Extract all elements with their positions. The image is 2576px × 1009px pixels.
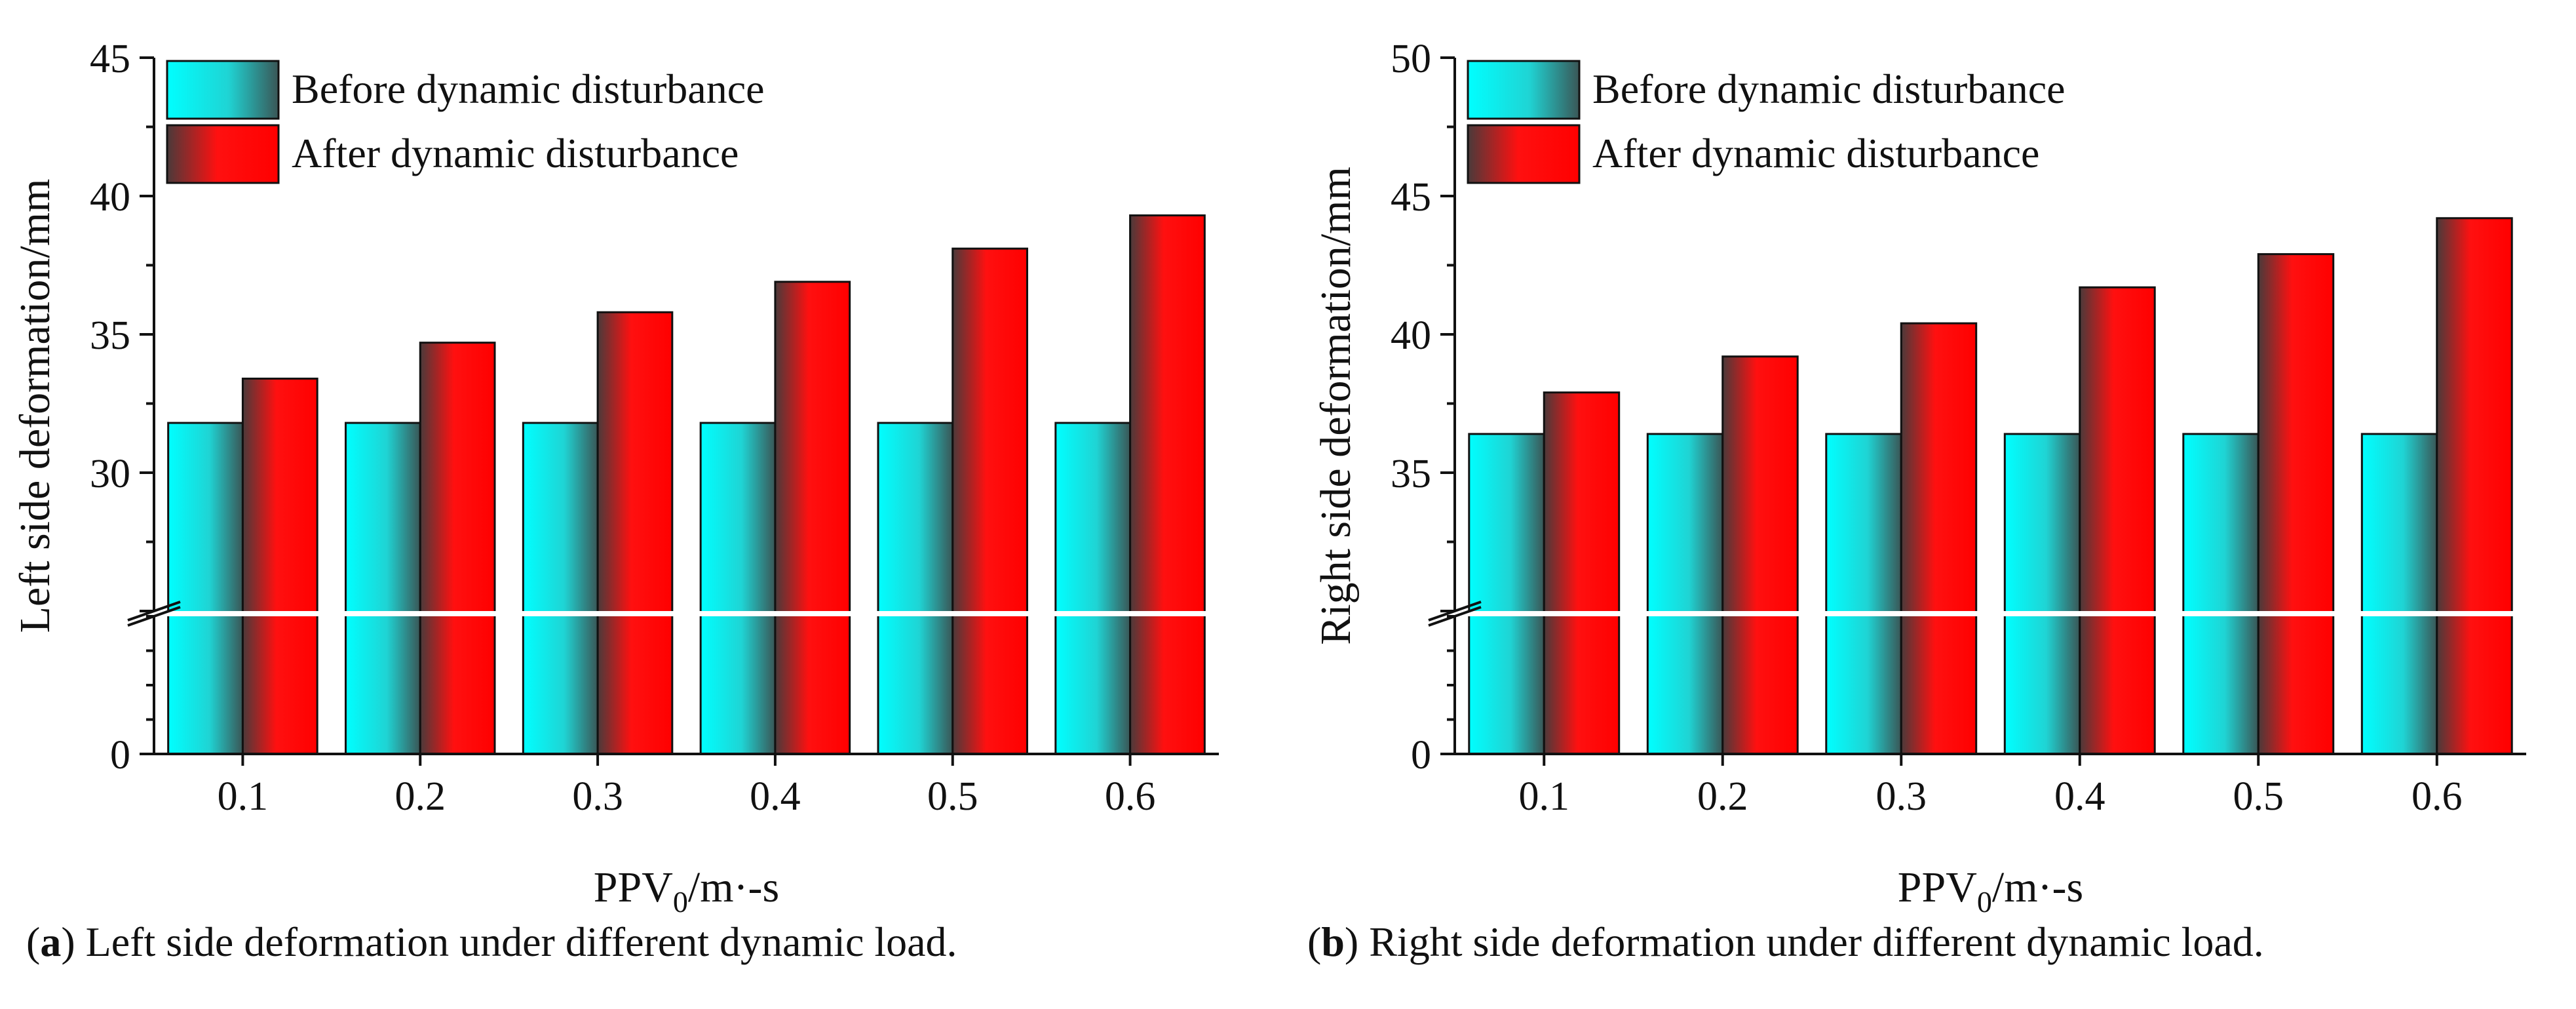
y-tick-label-45: 45 (90, 37, 130, 81)
bar-before-0.2 (1646, 433, 1724, 755)
x-axis-label: PPV0/m·-s (594, 863, 779, 919)
bar-after-0.6 (1129, 214, 1206, 755)
y-tick-label-45: 45 (1391, 175, 1431, 220)
x-axis-label: PPV0/m·-s (1898, 863, 2083, 919)
legend-swatch-after (166, 124, 280, 184)
x-axis-label-sub: 0 (1977, 885, 1992, 919)
bar-before-0.6 (2360, 433, 2438, 755)
bar-before-0.3 (522, 422, 599, 755)
y-tick-label-zero: 0 (110, 733, 130, 778)
legend-label-before: Before dynamic disturbance (1592, 66, 2066, 112)
x-tick-label-0.3: 0.3 (1876, 774, 1927, 819)
bar-before-0.4 (699, 422, 777, 755)
x-tick-label-0.2: 0.2 (1697, 774, 1748, 819)
x-tick-label-0.2: 0.2 (395, 774, 446, 819)
caption-a-label: a (40, 919, 62, 965)
bar-before-0.3 (1825, 433, 1902, 755)
bar-after-0.3 (1900, 322, 1978, 755)
y-tick-label-40: 40 (90, 175, 130, 220)
x-tick-label-0.1: 0.1 (218, 774, 269, 819)
x-axis-label-main: PPV (594, 863, 673, 911)
legend-label-after: After dynamic disturbance (292, 130, 739, 176)
x-axis-label-rest: /m·-s (1992, 863, 2083, 911)
y-tick-label-zero: 0 (1411, 733, 1431, 778)
legend-swatch-after (1467, 124, 1581, 184)
bar-after-0.2 (1721, 355, 1799, 755)
x-tick-label-0.6: 0.6 (2412, 774, 2463, 819)
caption-b-label: b (1321, 919, 1345, 965)
bar-before-0.5 (2182, 433, 2259, 755)
x-tick-label-0.4: 0.4 (2054, 774, 2105, 819)
y-tick-label-40: 40 (1391, 313, 1431, 358)
y-axis-label: Left side deformation/mm (11, 179, 59, 633)
x-tick-label-0.4: 0.4 (750, 774, 801, 819)
legend-swatch-before (166, 60, 280, 120)
bar-after-0.6 (2436, 217, 2513, 755)
x-tick-label-0.5: 0.5 (2233, 774, 2284, 819)
bar-before-0.1 (167, 422, 244, 755)
x-tick-label-0.5: 0.5 (927, 774, 978, 819)
bar-after-0.1 (1543, 391, 1621, 755)
caption-a: (a) Left side deformation under differen… (26, 919, 957, 965)
bar-after-0.4 (774, 281, 851, 755)
y-tick-label-50: 50 (1391, 37, 1431, 81)
x-axis-label-rest: /m·-s (688, 863, 779, 911)
bar-after-0.3 (596, 311, 674, 755)
bar-after-0.5 (2257, 253, 2335, 755)
bar-before-0.2 (345, 422, 421, 755)
bar-after-0.4 (2079, 286, 2156, 755)
bar-after-0.2 (419, 342, 496, 755)
x-axis-label-sub: 0 (673, 885, 688, 919)
x-tick-label-0.6: 0.6 (1105, 774, 1156, 819)
caption-b: (b) Right side deformation under differe… (1307, 919, 2264, 965)
legend-label-before: Before dynamic disturbance (292, 66, 765, 112)
legend-label-after: After dynamic disturbance (1592, 130, 2039, 176)
chart-panel-b: 0.1 0.2 0.3 0.4 0.5 0.6 35 40 45 50 0 Right side de… (1312, 37, 2526, 919)
y-axis-label: Right side deformation/mm (1312, 167, 1360, 645)
caption-a-text: Left side deformation under different dy… (75, 919, 957, 965)
bar-after-0.5 (952, 247, 1028, 755)
axis-break-band (115, 611, 1219, 616)
axis-break-band (1415, 611, 2526, 616)
y-tick-label-30: 30 (90, 452, 130, 496)
y-tick-label-35: 35 (90, 313, 130, 358)
x-tick-label-0.3: 0.3 (572, 774, 623, 819)
legend-swatch-before (1467, 60, 1581, 120)
x-tick-label-0.1: 0.1 (1519, 774, 1570, 819)
bar-before-0.5 (877, 422, 954, 755)
bar-before-0.1 (1468, 433, 1545, 755)
y-tick-label-35: 35 (1391, 452, 1431, 496)
bar-after-0.1 (241, 378, 318, 755)
bar-before-0.6 (1054, 422, 1132, 755)
bar-before-0.4 (2003, 433, 2081, 755)
chart-panel-a: 0.1 0.2 0.3 0.4 0.5 0.6 30 35 40 45 0 Left side def… (11, 37, 1219, 919)
caption-b-text: Right side deformation under different d… (1358, 919, 2264, 965)
x-axis-label-main: PPV (1898, 863, 1977, 911)
